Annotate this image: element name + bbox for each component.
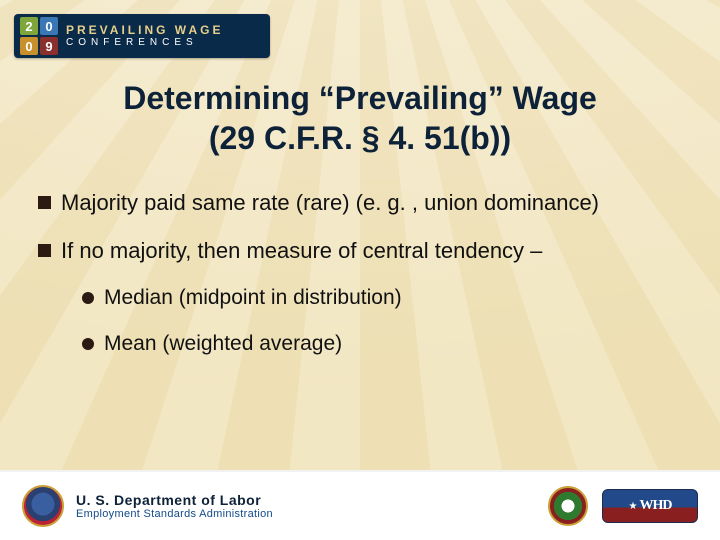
bullet-level1: If no majority, then measure of central … bbox=[38, 238, 682, 264]
conference-logo-badge: 2 0 0 9 PREVAILING WAGE CONFERENCES bbox=[14, 14, 270, 58]
star-icon: ★ bbox=[629, 501, 638, 512]
title-line2: (29 C.F.R. § 4. 51(b)) bbox=[209, 120, 511, 156]
bullet-level2: Mean (weighted average) bbox=[82, 332, 682, 356]
square-bullet-icon bbox=[38, 196, 51, 209]
bullet-list: Majority paid same rate (rare) (e. g. , … bbox=[38, 190, 682, 378]
disc-bullet-icon bbox=[82, 338, 94, 350]
footer-org-line1: U. S. Department of Labor bbox=[76, 492, 273, 508]
slide-title: Determining “Prevailing” Wage (29 C.F.R.… bbox=[0, 78, 720, 158]
year-grid: 2 0 0 9 bbox=[20, 17, 58, 55]
bullet-text: If no majority, then measure of central … bbox=[61, 238, 542, 264]
dol-seal-icon bbox=[22, 485, 64, 527]
bullet-text: Mean (weighted average) bbox=[104, 332, 342, 356]
slide-footer: U. S. Department of Labor Employment Sta… bbox=[0, 470, 720, 540]
bullet-level2: Median (midpoint in distribution) bbox=[82, 286, 682, 310]
esa-seal-icon bbox=[548, 486, 588, 526]
bullet-level1: Majority paid same rate (rare) (e. g. , … bbox=[38, 190, 682, 216]
slide-content: 2 0 0 9 PREVAILING WAGE CONFERENCES Dete… bbox=[0, 0, 720, 540]
conference-name-line2: CONFERENCES bbox=[66, 38, 223, 48]
conference-logo-text: PREVAILING WAGE CONFERENCES bbox=[66, 24, 223, 48]
footer-org-line2: Employment Standards Administration bbox=[76, 508, 273, 520]
conference-name-line1: PREVAILING WAGE bbox=[66, 24, 223, 36]
whd-badge: ★ WHD bbox=[602, 489, 698, 523]
disc-bullet-icon bbox=[82, 292, 94, 304]
year-cell: 0 bbox=[20, 37, 38, 55]
title-line1: Determining “Prevailing” Wage bbox=[123, 80, 597, 116]
bullet-text: Majority paid same rate (rare) (e. g. , … bbox=[61, 190, 599, 216]
year-cell: 9 bbox=[40, 37, 58, 55]
year-cell: 0 bbox=[40, 17, 58, 35]
bullet-text: Median (midpoint in distribution) bbox=[104, 286, 402, 310]
footer-org-text: U. S. Department of Labor Employment Sta… bbox=[76, 492, 273, 520]
year-cell: 2 bbox=[20, 17, 38, 35]
whd-label: WHD bbox=[639, 498, 671, 514]
square-bullet-icon bbox=[38, 244, 51, 257]
